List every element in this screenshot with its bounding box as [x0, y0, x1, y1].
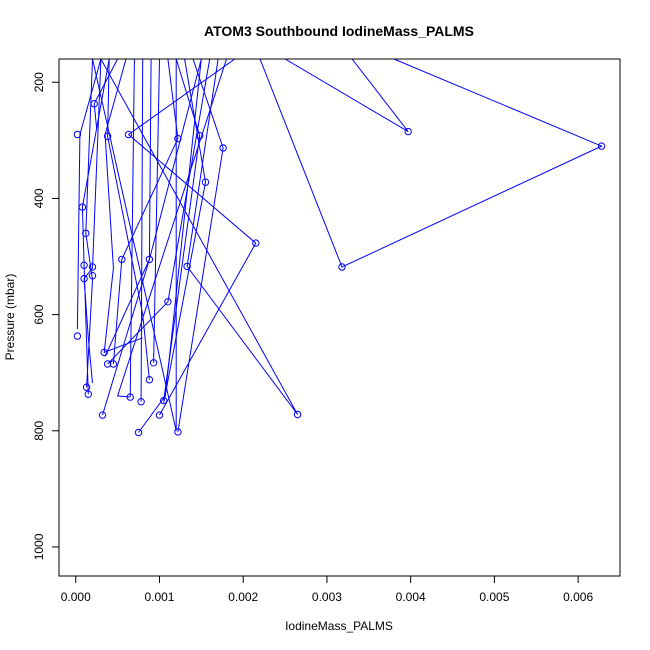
series-line: [107, 59, 211, 365]
series-line: [163, 59, 207, 403]
data-point: [597, 142, 606, 150]
x-tick-label: 0.000: [61, 590, 91, 604]
series-line: [112, 59, 179, 365]
series-line: [85, 59, 94, 388]
data-point: [155, 411, 164, 419]
x-tick-label: 0.001: [144, 590, 174, 604]
x-tick-label: 0.005: [479, 590, 509, 604]
data-point: [73, 332, 82, 340]
data-point: [252, 239, 260, 247]
data-point: [145, 376, 154, 384]
series-line: [76, 59, 102, 330]
data-point: [84, 390, 93, 398]
data-point: [404, 127, 412, 136]
data-point: [90, 100, 98, 108]
series-line: [100, 59, 299, 415]
data-point: [78, 203, 87, 211]
data-point: [100, 348, 108, 357]
y-axis-label: Pressure (mbar): [3, 274, 17, 361]
series-line: [81, 59, 110, 395]
data-point: [196, 132, 204, 140]
data-point: [293, 410, 302, 419]
y-tick-label: 1000: [32, 533, 46, 560]
data-point: [164, 298, 172, 306]
x-tick-label: 0.003: [312, 590, 342, 604]
data-point: [88, 272, 97, 280]
data-point: [82, 229, 90, 238]
data-point: [149, 359, 158, 367]
data-point: [219, 144, 227, 152]
series-line: [259, 59, 603, 268]
series-line: [127, 59, 257, 416]
series-line: [93, 59, 119, 129]
y-axis: 200 400 600 800 1000: [32, 72, 60, 560]
data-point: [80, 274, 88, 283]
data-point: [137, 398, 145, 406]
x-tick-label: 0.006: [563, 590, 593, 604]
data-point: [145, 255, 154, 264]
data-point: [201, 178, 210, 186]
x-tick-label: 0.002: [228, 590, 258, 604]
data-point: [109, 360, 118, 368]
data-point: [98, 411, 107, 419]
x-axis-label: IodineMass_PALMS: [285, 619, 393, 633]
data-point: [124, 130, 133, 139]
data-point: [103, 360, 112, 368]
series-line: [116, 59, 227, 398]
y-tick-label: 800: [32, 420, 46, 440]
y-tick-label: 600: [32, 304, 46, 324]
series-line: [129, 59, 135, 398]
chart-title: ATOM3 Southbound IodineMass_PALMS: [204, 23, 474, 39]
series-line: [284, 59, 409, 133]
data-point: [73, 130, 82, 139]
data-point: [134, 428, 143, 437]
data-point: [80, 261, 88, 269]
series-line: [138, 59, 202, 433]
data-point: [160, 396, 168, 405]
data-point: [118, 255, 126, 264]
x-axis: 0.000 0.001 0.002 0.003 0.004 0.005 0.006: [61, 575, 593, 604]
y-tick-label: 200: [32, 72, 46, 92]
data-point: [82, 383, 91, 391]
series-line: [103, 59, 143, 354]
series-line: [177, 59, 224, 432]
series-line: [140, 59, 144, 402]
data-point: [174, 134, 182, 143]
y-tick-label: 400: [32, 188, 46, 208]
data-point: [126, 393, 134, 401]
data-point: [88, 263, 97, 271]
data-point: [338, 263, 346, 271]
data-point: [183, 262, 191, 271]
series-line: [92, 59, 177, 431]
x-tick-label: 0.004: [396, 590, 426, 604]
data-point: [103, 132, 112, 141]
series-line: [104, 59, 202, 357]
series-line: [107, 59, 150, 380]
data-point: [174, 428, 182, 436]
plot-area: [73, 59, 606, 437]
series-line: [153, 59, 160, 363]
